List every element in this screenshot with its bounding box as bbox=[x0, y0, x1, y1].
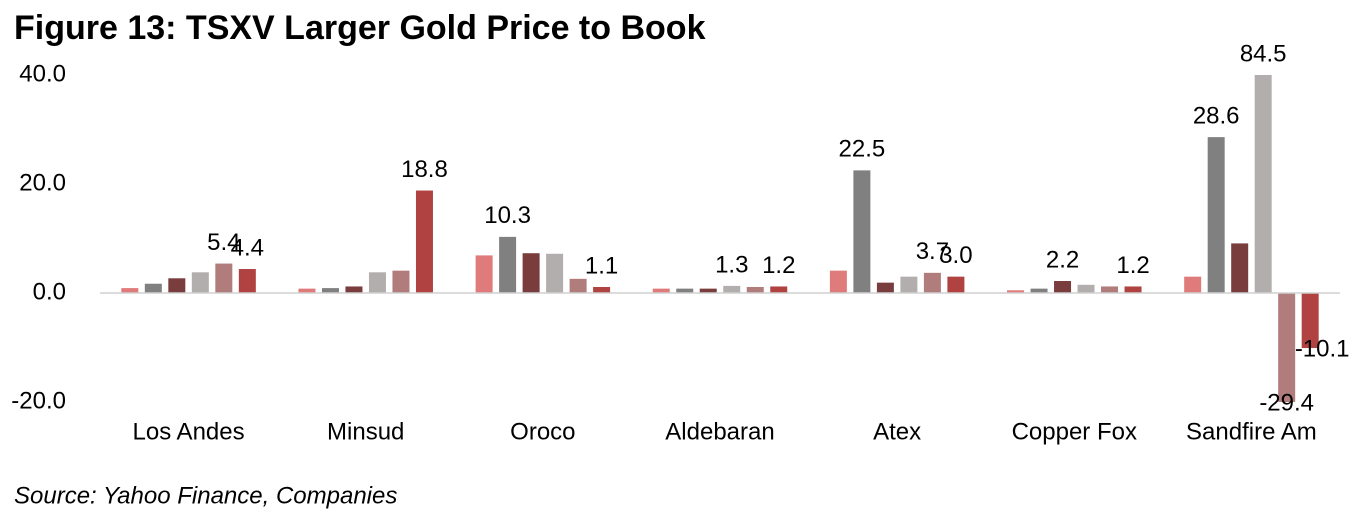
bar bbox=[1030, 288, 1048, 293]
source-note: Source: Yahoo Finance, Companies bbox=[14, 482, 397, 509]
bar bbox=[546, 253, 564, 293]
bar bbox=[569, 278, 587, 293]
bar bbox=[853, 170, 871, 293]
bar bbox=[168, 278, 186, 293]
bar bbox=[1101, 286, 1119, 293]
bar bbox=[499, 236, 517, 293]
plot-area bbox=[121, 75, 1319, 402]
data-label: -10.1 bbox=[1295, 335, 1350, 362]
bar bbox=[215, 263, 233, 293]
bar bbox=[475, 255, 493, 293]
y-tick-label: 20.0 bbox=[19, 169, 66, 196]
data-label: 5.4 bbox=[207, 229, 240, 256]
bar bbox=[699, 288, 717, 293]
bar bbox=[298, 288, 316, 293]
data-label: 18.8 bbox=[401, 156, 448, 183]
x-tick-label: Oroco bbox=[510, 418, 575, 445]
data-label: 10.3 bbox=[484, 202, 531, 229]
bar bbox=[1278, 293, 1296, 402]
bar bbox=[746, 287, 764, 293]
y-tick-label: -20.0 bbox=[11, 387, 66, 414]
data-label: 1.2 bbox=[1116, 252, 1149, 279]
data-label: 3.7 bbox=[916, 238, 949, 265]
y-tick-label: 40.0 bbox=[19, 60, 66, 87]
y-tick-label: 0.0 bbox=[33, 278, 66, 305]
data-label: 28.6 bbox=[1193, 102, 1240, 129]
bar bbox=[1254, 75, 1272, 293]
data-label: 1.2 bbox=[762, 252, 795, 279]
bar bbox=[1007, 290, 1025, 293]
data-label: 4.4 bbox=[231, 234, 264, 261]
bar bbox=[652, 288, 670, 293]
bar bbox=[238, 269, 256, 293]
bar bbox=[191, 272, 209, 293]
bar bbox=[1054, 281, 1072, 293]
bar bbox=[923, 272, 941, 293]
bar bbox=[368, 272, 386, 293]
data-label: 1.3 bbox=[715, 251, 748, 278]
bar bbox=[1231, 243, 1249, 293]
x-tick-label: Minsud bbox=[327, 418, 404, 445]
bar bbox=[321, 288, 339, 293]
bar bbox=[1207, 137, 1225, 293]
bar bbox=[723, 285, 741, 293]
x-tick-label: Atex bbox=[873, 418, 921, 445]
x-tick-label: Sandfire Am bbox=[1186, 418, 1317, 445]
bar bbox=[1301, 293, 1319, 349]
bar bbox=[415, 190, 433, 293]
x-tick-label: Aldebaran bbox=[665, 418, 774, 445]
data-label: 2.2 bbox=[1046, 246, 1079, 273]
bar bbox=[947, 276, 965, 293]
bar bbox=[121, 288, 139, 293]
x-tick-label: Copper Fox bbox=[1012, 418, 1137, 445]
bar bbox=[1184, 276, 1202, 293]
bar bbox=[676, 288, 694, 293]
bar bbox=[1077, 284, 1095, 293]
data-label: 84.5 bbox=[1240, 40, 1287, 67]
bar bbox=[522, 253, 540, 293]
bar bbox=[770, 286, 788, 293]
bar bbox=[1124, 286, 1142, 293]
bar bbox=[593, 287, 611, 293]
bar bbox=[345, 286, 363, 293]
data-label: 3.0 bbox=[939, 242, 972, 269]
bar bbox=[392, 270, 410, 293]
chart-title: Figure 13: TSXV Larger Gold Price to Boo… bbox=[14, 9, 706, 47]
data-label: 22.5 bbox=[839, 136, 886, 163]
bar bbox=[900, 276, 918, 293]
x-tick-label: Los Andes bbox=[133, 418, 245, 445]
bar bbox=[876, 282, 894, 293]
bar bbox=[144, 283, 162, 293]
data-label: 1.1 bbox=[585, 252, 618, 279]
bar bbox=[829, 270, 847, 293]
data-label: -29.4 bbox=[1259, 389, 1314, 416]
